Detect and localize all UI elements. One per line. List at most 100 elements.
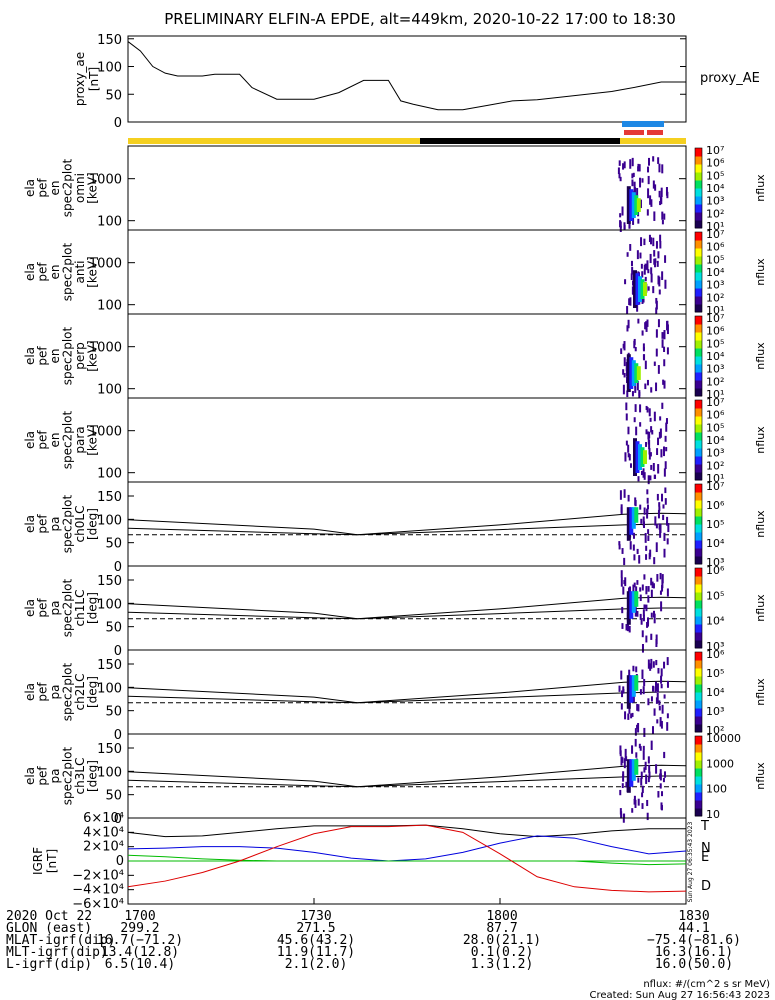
colorbar-segment [695, 768, 702, 777]
ytick-label: 100 [97, 765, 122, 780]
spec-pixel [639, 422, 642, 427]
panel-ylabel: pef [36, 598, 50, 618]
spec-pixel [658, 163, 661, 173]
spec-pixel [649, 663, 652, 671]
spec-pixel [621, 606, 624, 614]
spec-pixel [661, 219, 664, 225]
spec-pixel [624, 711, 627, 720]
spec-pixel [656, 260, 659, 267]
panel-ylabel: [deg] [86, 592, 100, 624]
colorbar-tick-label: 10² [706, 291, 724, 304]
spec-pixel [624, 748, 627, 759]
spec-pixel [661, 704, 664, 714]
colorbar-segment [695, 724, 702, 733]
spec-pixel [645, 429, 648, 435]
spec-pixel [650, 387, 653, 393]
colorbar-tick-label: 10⁵ [706, 253, 724, 266]
colorbar-frame [694, 567, 703, 649]
spec-pixel [625, 624, 628, 631]
spec-pixel [657, 319, 660, 328]
colorbar-segment [695, 272, 702, 281]
spec-pixel [651, 430, 654, 435]
spec-pixel [632, 532, 635, 539]
colorbar-segment [695, 516, 702, 525]
spec-pixel [663, 661, 666, 669]
spec-pixel [631, 745, 634, 754]
colorbar-label: nflux [754, 342, 767, 370]
spec-core [631, 507, 636, 529]
spec-pixel [631, 286, 634, 295]
spec-pixel [654, 516, 657, 526]
spec-core [643, 282, 647, 296]
spec-pixel [625, 440, 628, 446]
footer-value: 44.1 [678, 921, 709, 936]
colorbar-segment [695, 608, 702, 617]
spec-pixel [649, 475, 652, 481]
colorbar-segment [695, 324, 702, 333]
spec-pixel [632, 544, 635, 551]
spec-pixel [666, 347, 669, 355]
colorbar-tick-label: 10⁵ [706, 421, 724, 434]
spec-core [634, 675, 639, 691]
ytick-label: 50 [105, 621, 122, 636]
spec-pixel [648, 440, 651, 450]
spec-pixel [636, 610, 639, 617]
spec-pixel [643, 727, 646, 737]
spec-pixel [663, 446, 666, 457]
spec-pixel [666, 516, 669, 523]
colorbar-segment [695, 364, 702, 373]
spec-pixel [658, 289, 661, 295]
panel-ylabel: ela [23, 263, 37, 281]
colorbar-tick-label: 10² [706, 207, 724, 220]
colorbar-segment [695, 584, 702, 593]
spec-pixel [659, 416, 662, 421]
spec-pixel [662, 514, 665, 521]
spec-pixel [629, 159, 632, 169]
spec-pixel [666, 191, 669, 199]
footer-value: 271.5 [296, 921, 335, 936]
spec-pixel [643, 574, 646, 580]
spec-pixel [659, 428, 662, 438]
spec-pixel [639, 746, 642, 751]
spec-pixel [629, 586, 632, 593]
spec-pixel [659, 524, 662, 533]
spec-pixel [622, 774, 625, 782]
spec-pixel [635, 752, 638, 758]
spec-pixel [623, 557, 626, 566]
spec-pixel [650, 740, 653, 750]
igrf-line-E [127, 854, 687, 866]
colorbar-segment [695, 592, 702, 601]
panel-ylabel: omni [73, 173, 87, 203]
pa-line-upper [127, 596, 687, 620]
panel-ylabel: ela [23, 767, 37, 785]
spec-pixel [646, 379, 649, 386]
spec-pixel [666, 680, 669, 688]
spec-pixel [618, 544, 621, 550]
proxy-ae-panel: 0 50 100 150 proxy_ae [nT] proxy_AE [73, 33, 760, 131]
footer-value: 87.7 [486, 921, 517, 936]
colorbar-tick-label: 1000 [706, 757, 734, 770]
spec-pixel [620, 670, 623, 680]
igrf-ytick-label: 6×10⁴ [83, 811, 124, 826]
spec-pixel [661, 585, 664, 592]
spec-pixel [631, 712, 634, 717]
colorbar-tick-label: 10⁷ [706, 228, 724, 241]
spec-pixel [666, 588, 669, 597]
colorbar-segment [695, 280, 702, 289]
spec-pixel [631, 266, 634, 275]
spec-pixel [637, 723, 640, 733]
spec-pixel [666, 713, 669, 719]
spec-pixel [644, 360, 647, 370]
spec-pixel [625, 413, 628, 421]
panel-frame [127, 313, 687, 399]
spec-pixel [639, 177, 642, 188]
spec-pixel [641, 785, 644, 794]
spec-pixel [630, 273, 633, 281]
spec-pixel [641, 330, 644, 336]
panel-ylabel: anti [73, 261, 87, 284]
spec-pixel [638, 164, 641, 172]
spec-pixel [623, 222, 626, 230]
colorbar-frame [694, 315, 703, 397]
spec-pixel [622, 369, 625, 375]
